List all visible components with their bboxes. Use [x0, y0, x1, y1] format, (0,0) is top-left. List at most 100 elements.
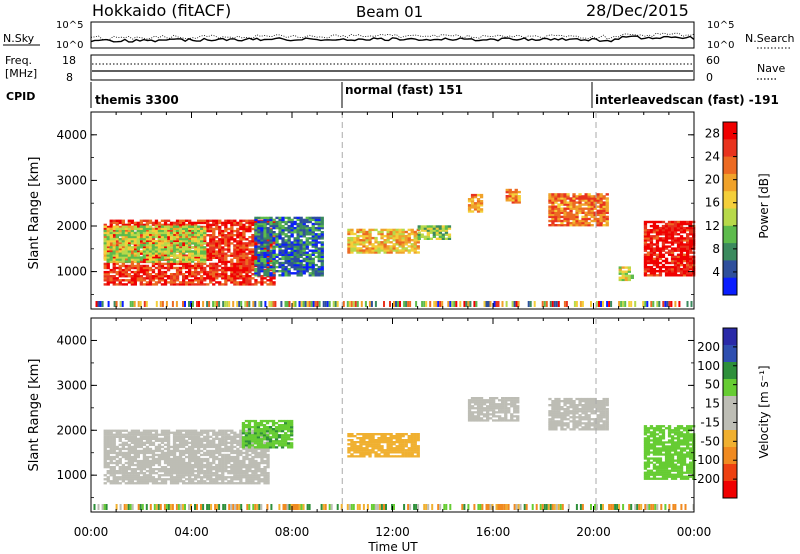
cpid-program-1: normal (fast) 151: [345, 83, 463, 97]
nave-tick-bottom: 0: [706, 71, 713, 84]
velocity-colorbar-swatch-1: [723, 345, 737, 363]
noise-search-label: N.Search: [745, 32, 795, 45]
power-colorbar-swatch-5: [723, 208, 737, 227]
power-colorbar-swatch-6: [723, 225, 737, 244]
power-colorbar-swatch-7: [723, 243, 737, 261]
noise-right-tick-bottom: 10^0: [707, 40, 734, 51]
time-tick-label-5: 20:00: [576, 525, 611, 539]
power-colorbar-tick-4: 20: [705, 173, 720, 187]
velocity-colorbar-label: Velocity [m s⁻¹]: [757, 365, 771, 458]
time-tick-label-0: 00:00: [74, 525, 109, 539]
cpid-label: CPID: [6, 90, 35, 103]
freq-label: Freq.: [5, 54, 32, 67]
power-region-5: [467, 193, 484, 213]
power-colorbar-tick-1: 8: [712, 242, 720, 256]
time-axis-label: Time UT: [367, 540, 418, 554]
velocity-colorbar-swatch-9: [723, 481, 737, 499]
power-colorbar-label: Power [dB]: [757, 173, 771, 238]
velocity-near-range-echoes: [93, 504, 695, 510]
power-colorbar-tick-0: 4: [712, 265, 720, 279]
velocity-y-tick-label-1: 2000: [56, 423, 87, 437]
velocity-colorbar-swatch-6: [723, 430, 737, 448]
velocity-colorbar-swatch-0: [723, 328, 737, 346]
velocity-colorbar-tick-0: 200: [697, 340, 720, 354]
velocity-colorbar-swatch-3: [723, 379, 737, 397]
cpid-program-0: themis 3300: [95, 93, 179, 107]
velocity-colorbar-swatch-4: [723, 396, 737, 414]
station-title: Hokkaido (fitACF): [92, 1, 231, 20]
velocity-colorbar-swatch-7: [723, 447, 737, 465]
velocity-y-tick-label-3: 4000: [56, 333, 87, 347]
power-colorbar-swatch-3: [723, 173, 737, 192]
velocity-data-layer: [93, 397, 696, 510]
noise-panel: N.Sky 10^5 10^0 10^5 10^0 N.Search: [3, 20, 795, 51]
power-colorbar-swatch-8: [723, 260, 737, 279]
frequency-panel: Freq. [MHz] 18 8 60 0 Nave: [5, 54, 785, 84]
power-region-8: [618, 266, 634, 282]
time-tick-label-4: 16:00: [476, 525, 511, 539]
noise-panel-frame: [90, 21, 695, 49]
noise-left-tick-bottom: 10^0: [56, 40, 83, 51]
power-colorbar-tick-6: 28: [705, 127, 720, 141]
velocity-colorbar-swatch-5: [723, 413, 737, 431]
velocity-panel: 1000 2000 3000 4000 Slant Range [km] 200100…: [27, 317, 771, 513]
power-near-range-echoes: [95, 301, 693, 307]
velocity-colorbar-tick-5: -50: [700, 434, 720, 448]
time-tick-label-3: 12:00: [375, 525, 410, 539]
velocity-colorbar-tick-2: 50: [705, 378, 720, 392]
velocity-colorbar-tick-7: -200: [693, 472, 720, 486]
velocity-y-axis-label: Slant Range [km]: [27, 359, 42, 472]
power-y-tick-label-3: 4000: [56, 128, 87, 142]
power-colorbar-swatch-4: [723, 191, 737, 209]
time-tick-label-6: 00:00: [677, 525, 712, 539]
velocity-y-tick-label-0: 1000: [56, 468, 87, 482]
power-region-9: [643, 220, 696, 277]
power-colorbar-tick-2: 12: [705, 219, 720, 233]
power-region-3: [347, 228, 420, 254]
power-colorbar-swatch-9: [723, 277, 737, 296]
power-region-7: [548, 193, 609, 227]
date-title: 28/Dec/2015: [586, 1, 689, 20]
velocity-colorbar-tick-4: -15: [700, 415, 720, 429]
freq-tick-bottom: 8: [66, 71, 73, 84]
cpid-program-2: interleavedscan (fast) -191: [595, 93, 779, 107]
power-colorbar-tick-3: 16: [705, 196, 720, 210]
power-y-axis-label: Slant Range [km]: [27, 157, 42, 270]
frequency-panel-frame: [90, 54, 695, 81]
velocity-region-3: [467, 397, 520, 422]
power-region-6: [505, 188, 521, 204]
velocity-region-1: [241, 419, 294, 449]
velocity-y-tick-label-2: 3000: [56, 378, 87, 392]
power-panel: 1000 2000 3000 4000 Slant Range [km] 4 8 12 16…: [27, 111, 771, 310]
power-colorbar-tick-5: 24: [705, 150, 720, 164]
power-colorbar-swatch-2: [723, 156, 737, 175]
power-y-tick-label-2: 3000: [56, 173, 87, 187]
noise-sky-label: N.Sky: [3, 32, 35, 45]
power-y-tick-label-0: 1000: [56, 265, 87, 279]
velocity-colorbar-swatch-8: [723, 464, 737, 482]
noise-left-tick-top: 10^5: [56, 20, 83, 31]
time-tick-label-2: 08:00: [275, 525, 310, 539]
power-y-tick-label-1: 2000: [56, 219, 87, 233]
power-colorbar: 4 8 12 16 20 24 28: [705, 121, 738, 296]
power-region-1: [103, 225, 207, 263]
power-colorbar-swatch-1: [723, 139, 737, 158]
beam-title: Beam 01: [356, 3, 423, 21]
velocity-colorbar-swatch-2: [723, 362, 737, 380]
power-axes: 1000 2000 3000 4000: [56, 111, 695, 310]
velocity-region-4: [548, 397, 609, 431]
velocity-colorbar-tick-3: 15: [705, 397, 720, 411]
cpid-panel: CPID themis 3300 normal (fast) 151 inter…: [6, 82, 779, 108]
power-data-layer: [95, 188, 696, 307]
noise-right-tick-top: 10^5: [707, 20, 734, 31]
time-axis: 00:00 04:00 08:00 12:00 16:00 20:00 00:00: [74, 525, 712, 539]
velocity-colorbar-tick-6: -100: [693, 453, 720, 467]
freq-tick-top: 18: [62, 54, 76, 67]
velocity-axes: 1000 2000 3000 4000: [56, 317, 695, 513]
power-region-2: [254, 216, 324, 277]
power-colorbar-swatch-0: [723, 122, 737, 140]
freq-unit-label: [MHz]: [5, 67, 37, 80]
noise-sky-trace: [90, 35, 695, 43]
velocity-region-2: [347, 433, 420, 458]
